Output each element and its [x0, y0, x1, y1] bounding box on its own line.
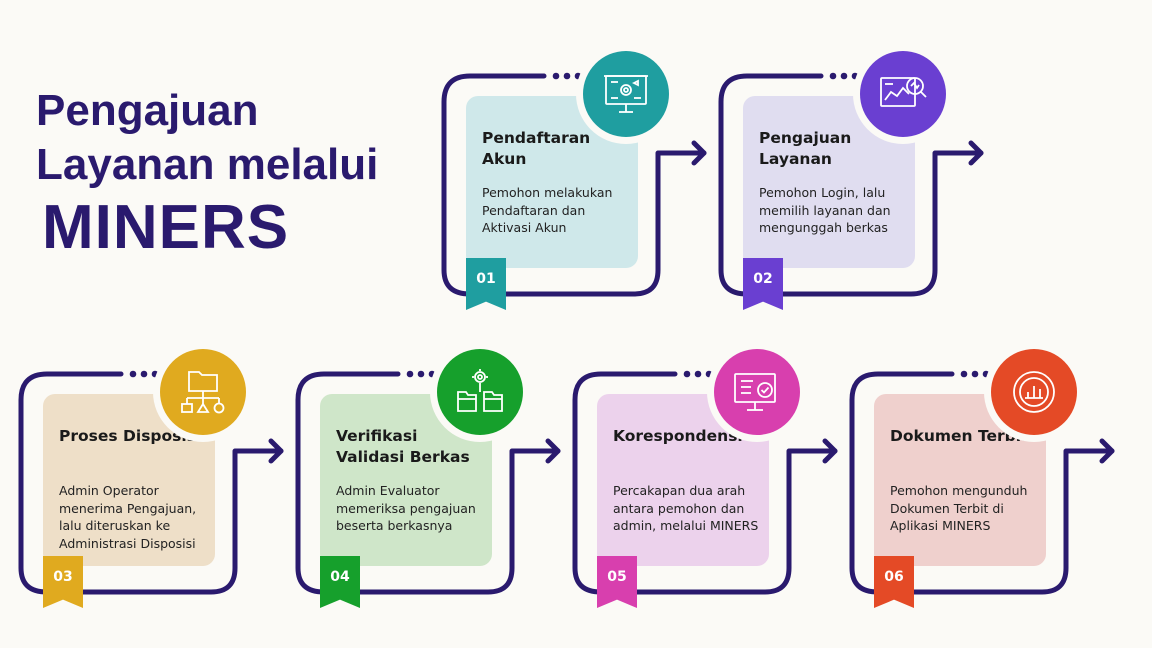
step-icon-ring	[853, 44, 953, 144]
step-1: Pendaftaran Akun Pemohon melakukan Pendaf…	[441, 40, 714, 330]
step-5: Korespondensi Percakapan dua arah antara …	[572, 338, 845, 628]
step-description: Pemohon Login, lalu memilih layanan dan …	[759, 185, 891, 235]
analytics-magnifier-icon	[860, 51, 946, 137]
step-description: Admin Operator menerima Pengajuan, lalu …	[59, 483, 197, 551]
step-title: Verifikasi Validasi Berkas	[336, 427, 470, 466]
chart-circle-icon	[991, 349, 1077, 435]
step-icon-ring	[707, 342, 807, 442]
step-title: Pengajuan Layanan	[759, 129, 852, 168]
step-2: Pengajuan Layanan Pemohon Login, lalu mem…	[718, 40, 991, 330]
folder-hierarchy-icon	[160, 349, 246, 435]
step-number-badge: 03	[43, 556, 83, 608]
gear-folders-icon	[437, 349, 523, 435]
step-frame	[849, 370, 1115, 595]
step-icon-ring	[153, 342, 253, 442]
step-description: Percakapan dua arah antara pemohon dan a…	[613, 483, 759, 533]
step-title: Dokumen Terbit	[890, 427, 1029, 445]
step-icon-ring	[576, 44, 676, 144]
page-title: Pengajuan Layanan melalui MINERS	[36, 84, 378, 264]
step-number-badge: 02	[743, 258, 783, 310]
step-frame	[18, 370, 284, 595]
title-line-2: Layanan melalui	[36, 140, 379, 189]
step-description: Pemohon melakukan Pendaftaran dan Aktiva…	[482, 185, 613, 235]
step-number-badge: 05	[597, 556, 637, 608]
step-title: Korespondensi	[613, 427, 743, 445]
step-description: Pemohon mengunduh Dokumen Terbit di Apli…	[890, 483, 1028, 533]
step-number-badge: 04	[320, 556, 360, 608]
step-title: Pendaftaran Akun	[482, 129, 591, 168]
step-6: Dokumen Terbit Pemohon mengunduh Dokumen …	[849, 338, 1122, 628]
step-number-badge: 06	[874, 556, 914, 608]
step-icon-ring	[430, 342, 530, 442]
title-line-1: Pengajuan	[36, 86, 259, 135]
step-icon-ring	[984, 342, 1084, 442]
step-4: Verifikasi Validasi Berkas Admin Evaluato…	[295, 338, 568, 628]
monitor-check-icon	[714, 349, 800, 435]
presentation-board-icon	[583, 51, 669, 137]
step-3: Proses Disposisi Admin Operator menerima …	[18, 338, 291, 628]
step-description: Admin Evaluator memeriksa pengajuan bese…	[336, 483, 476, 533]
step-title: Proses Disposisi	[59, 427, 202, 445]
title-line-3: MINERS	[42, 193, 290, 262]
step-number-badge: 01	[466, 258, 506, 310]
